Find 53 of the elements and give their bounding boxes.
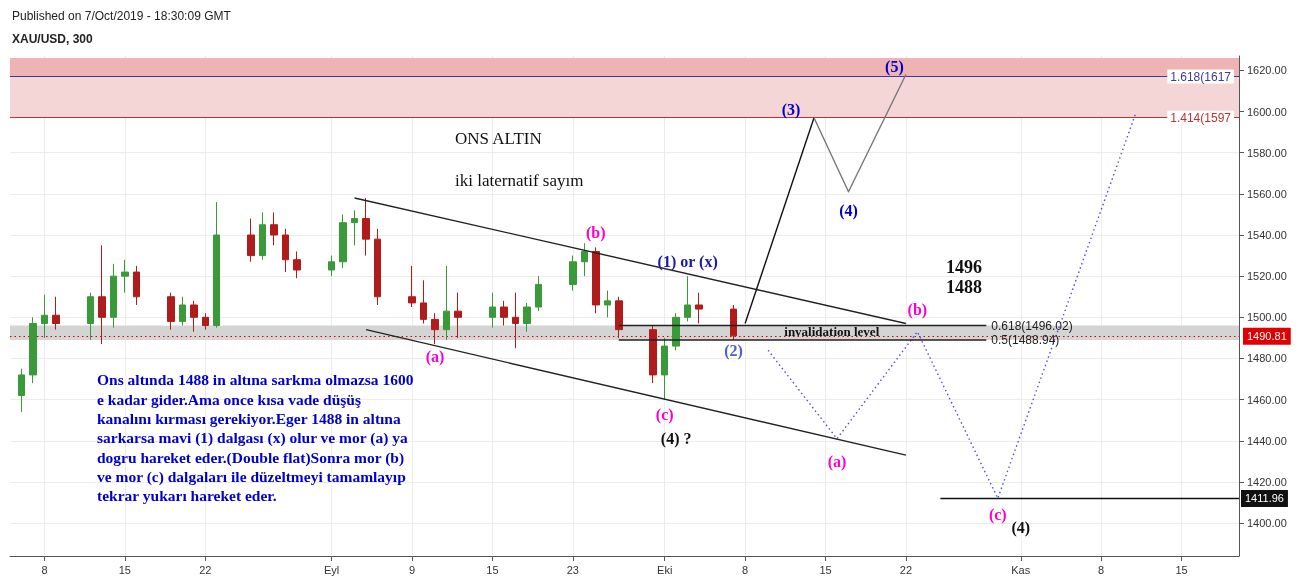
data-label: 0.618(1496.02) <box>991 318 1073 333</box>
annotation: (1) or (x) <box>657 253 718 272</box>
x-tick-label: 8 <box>742 563 749 576</box>
chart-title: XAU/USD, 300 <box>12 32 94 46</box>
annotation: (4) <box>1011 518 1031 537</box>
x-tick-label: Kas <box>1011 563 1031 576</box>
x-tick-label: 15 <box>1175 563 1188 576</box>
ref-line-label: 1490.81 <box>1247 330 1287 343</box>
y-tick-label: 1480.00 <box>1247 352 1287 365</box>
x-tick-label: 8 <box>41 563 48 576</box>
ref-line-label: 1.618(1617 <box>1170 69 1232 84</box>
y-tick-label: 1540.00 <box>1247 229 1287 242</box>
annotation: (c) <box>988 506 1007 525</box>
annotation: ONS ALTIN <box>455 129 542 149</box>
annotation: (b) <box>586 224 606 243</box>
annotation: (c) <box>655 405 674 424</box>
annotation: (a) <box>425 347 445 366</box>
ref-line-label: 1.414(1597 <box>1170 110 1232 125</box>
x-tick-label: 22 <box>199 563 212 576</box>
y-tick-label: 1560.00 <box>1247 187 1287 200</box>
x-tick-label: 8 <box>1098 563 1105 576</box>
y-tick-label: 1500.00 <box>1247 311 1287 324</box>
y-tick-label: 1440.00 <box>1247 434 1287 447</box>
annotation: (b) <box>907 300 928 319</box>
y-tick-label: 1600.00 <box>1247 105 1287 118</box>
x-tick-label: 23 <box>566 563 579 576</box>
annotation: (5) <box>885 57 904 76</box>
annotation: (3) <box>781 101 801 119</box>
data-label: 0.5(1488.94) <box>991 333 1060 348</box>
x-tick-label: 15 <box>118 563 131 576</box>
y-tick-label: 1460.00 <box>1247 393 1287 406</box>
y-tick-label: 1520.00 <box>1247 270 1287 283</box>
x-tick-label: Eki <box>657 563 673 576</box>
x-tick-label: Eyl <box>323 563 340 576</box>
annotation: 1488 <box>946 277 982 298</box>
x-tick-label: 15 <box>486 563 499 576</box>
annotation: 1496 <box>946 257 982 278</box>
annotation: (4) ? <box>660 430 692 449</box>
annotation: Ons altında 1488 in altına sarkma olmazsa 1600 e kadar gider.Ama once kısa vade düşüş kanalını kırması gerekiyor.Eger 1488 in altına sarkarsa mavi (1) dalgası (x) olur ve mor (a) ya dogru hareket eder.(Double flat)Sonra mor (b) ve mor (c) dalgaları ile düzeltmeyi tamamlayıp tekrar yukarı hareket eder. <box>97 371 414 505</box>
y-tick-label: 1400.00 <box>1247 517 1287 530</box>
x-tick-label: 15 <box>819 563 832 576</box>
y-tick-label: 1420.00 <box>1247 475 1287 488</box>
x-tick-label: 9 <box>408 563 416 576</box>
y-tick-label: 1580.00 <box>1247 146 1287 159</box>
chart-subtitle: Published on 7/Oct/2019 - 18:30:09 GMT <box>12 9 232 23</box>
annotation: iki laternatif sayım <box>455 171 584 191</box>
annotation: (4) <box>839 201 858 220</box>
annotation: (a) <box>827 452 847 471</box>
y-tick-label: 1620.00 <box>1247 64 1287 77</box>
band-label: invalidation level <box>784 324 880 340</box>
annotation: (2) <box>724 341 743 360</box>
x-tick-label: 22 <box>899 563 913 576</box>
data-label: 1411.96 <box>1245 492 1284 505</box>
